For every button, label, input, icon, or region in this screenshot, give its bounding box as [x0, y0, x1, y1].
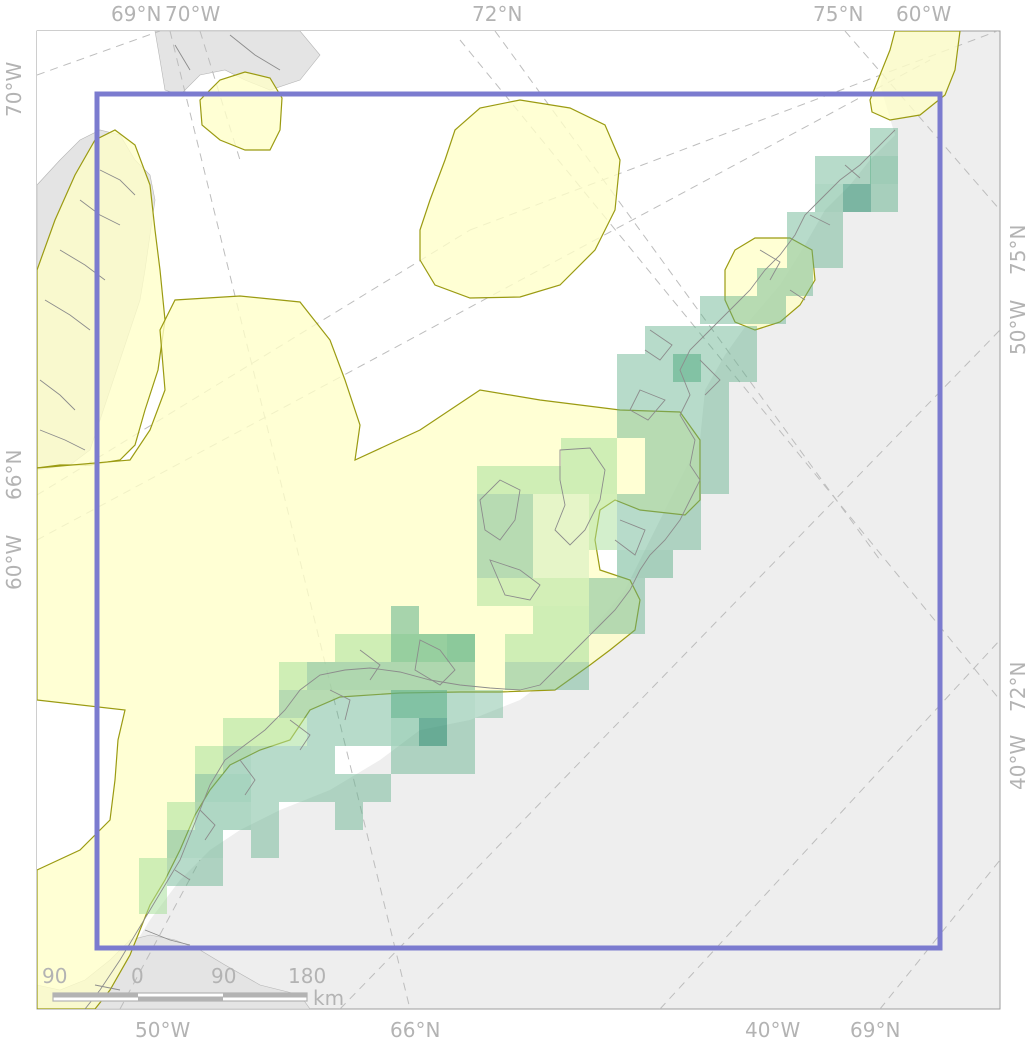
graticule-label-bottom-3: 69°N — [850, 1018, 901, 1042]
range-north-blob — [419, 99, 621, 299]
scale-bar-tick-2: 90 — [211, 964, 237, 988]
graticule-label-top-4: 60°W — [896, 2, 952, 26]
graticule-label-top-0: 69°N — [111, 2, 162, 26]
graticule-label-left-1: 66°N — [2, 449, 26, 500]
coastline-detail — [39, 34, 896, 1009]
graticule-label-left-2: 60°W — [2, 534, 26, 590]
graticule-label-bottom-0: 50°W — [135, 1018, 191, 1042]
graticule-label-bottom-1: 66°N — [390, 1018, 441, 1042]
scale-bar-tick-1: 0 — [131, 964, 144, 988]
scale-bar-graphic — [52, 992, 308, 1002]
graticule-label-top-1: 70°W — [165, 2, 221, 26]
scale-bar-unit: km — [313, 986, 345, 1010]
study-area-border — [94, 91, 943, 951]
scale-bar-tick-3: 180 — [288, 964, 327, 988]
graticule-label-right-1: 50°W — [1006, 299, 1030, 355]
graticule-label-top-2: 72°N — [472, 2, 523, 26]
graticule-label-right-0: 75°N — [1006, 224, 1030, 275]
graticule-label-top-3: 75°N — [813, 2, 864, 26]
graticule-label-right-2: 72°N — [1006, 661, 1030, 712]
scale-bar-tick-0: 90 — [42, 964, 68, 988]
abundance-grid — [139, 128, 898, 914]
graticule-label-right-3: 40°W — [1006, 734, 1030, 790]
graticule-label-bottom-2: 40°W — [745, 1018, 801, 1042]
range-right-small-blob — [724, 237, 816, 331]
graticule-label-left-0: 70°W — [2, 61, 26, 117]
